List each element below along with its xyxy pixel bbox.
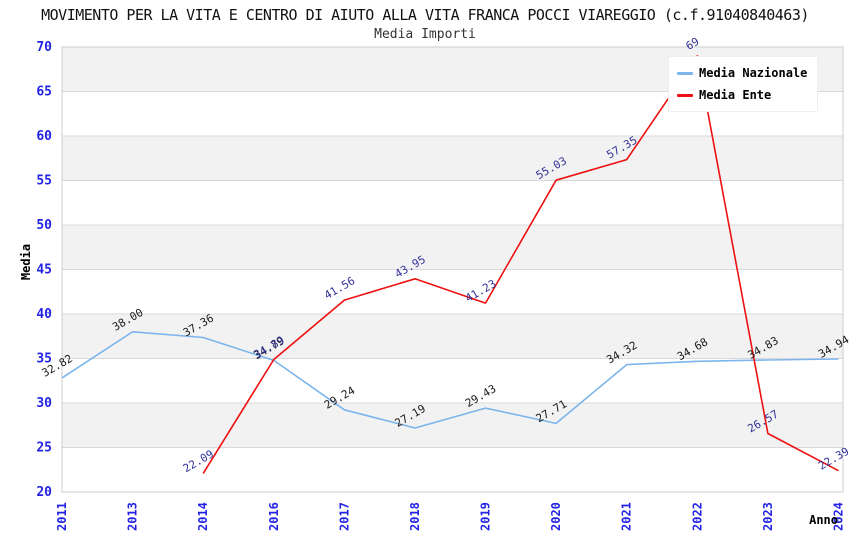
legend-swatch-nazionale-icon [677,71,693,75]
svg-text:35: 35 [36,352,52,367]
svg-text:65: 65 [36,85,52,100]
legend-swatch-ente-icon [677,93,693,97]
chart-subtitle: Media Importi [374,27,476,42]
svg-text:40: 40 [36,307,52,322]
svg-text:50: 50 [36,218,52,233]
svg-text:2023: 2023 [761,502,775,531]
chart-title: MOVIMENTO PER LA VITA E CENTRO DI AIUTO … [41,6,809,24]
svg-text:30: 30 [36,396,52,411]
svg-text:2024: 2024 [832,502,846,531]
svg-text:45: 45 [36,263,52,278]
svg-text:25: 25 [36,441,52,456]
svg-text:2020: 2020 [549,502,563,531]
svg-text:Anno: Anno [809,513,838,527]
svg-text:70: 70 [36,40,52,55]
legend-item-media-ente[interactable]: Media Ente [677,84,807,106]
svg-text:69: 69 [684,35,702,53]
svg-text:2017: 2017 [337,502,351,531]
svg-text:60: 60 [36,129,52,144]
svg-text:2016: 2016 [267,502,281,531]
legend: Media Nazionale Media Ente [668,56,819,112]
svg-text:55: 55 [36,174,52,189]
svg-text:20: 20 [36,485,52,500]
legend-item-media-nazionale[interactable]: Media Nazionale [677,62,807,84]
svg-text:2019: 2019 [479,502,493,531]
legend-label-nazionale: Media Nazionale [699,66,808,80]
legend-label-ente: Media Ente [699,88,772,102]
svg-text:2021: 2021 [620,502,634,531]
svg-text:2014: 2014 [196,502,210,531]
svg-text:2011: 2011 [55,502,69,531]
svg-text:2013: 2013 [126,502,140,531]
svg-text:Media: Media [19,244,33,280]
svg-text:2018: 2018 [408,502,422,531]
svg-text:2022: 2022 [690,502,704,531]
